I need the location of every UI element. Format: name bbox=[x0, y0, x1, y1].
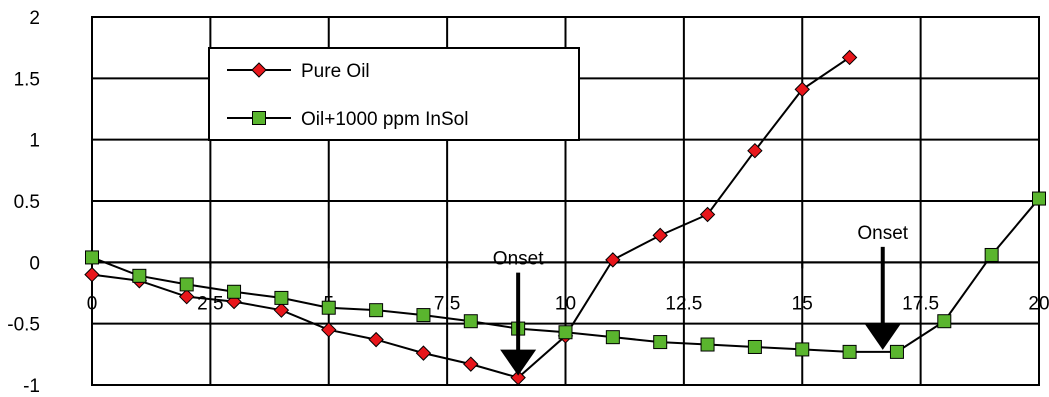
y-tick-label: 0 bbox=[29, 253, 40, 274]
data-point-square bbox=[937, 314, 952, 329]
y-tick-label: 1 bbox=[29, 131, 40, 152]
legend-label: Oil+1000 ppm InSol bbox=[301, 109, 468, 130]
data-point-square bbox=[700, 337, 715, 352]
legend-marker-square bbox=[252, 111, 266, 125]
data-point-diamond bbox=[747, 142, 763, 159]
data-point-square bbox=[274, 290, 289, 305]
x-tick-label: 7.5 bbox=[434, 293, 460, 314]
data-point-diamond bbox=[321, 322, 337, 338]
legend: Pure Oil Oil+1000 ppm InSol bbox=[208, 47, 580, 141]
data-point-square bbox=[558, 325, 573, 340]
data-point-diamond bbox=[605, 252, 621, 268]
data-point-diamond bbox=[368, 331, 384, 348]
x-tick-label: 15 bbox=[792, 293, 813, 314]
data-point-square bbox=[369, 303, 384, 318]
legend-marker-diamond bbox=[251, 62, 267, 78]
annotations: Onset Onset bbox=[493, 223, 909, 376]
data-point-square bbox=[889, 344, 904, 359]
x-tick-label: 2.5 bbox=[197, 293, 223, 314]
series-1 bbox=[85, 191, 1046, 359]
data-point-diamond bbox=[415, 345, 432, 361]
onset-label: Onset bbox=[493, 249, 544, 270]
data-point-square bbox=[227, 284, 242, 299]
y-tick-label: -0.5 bbox=[7, 315, 40, 336]
data-point-diamond bbox=[178, 288, 195, 305]
legend-item: Oil+1000 ppm InSol bbox=[227, 109, 468, 130]
x-axis-baseline bbox=[91, 261, 1040, 269]
data-point-diamond bbox=[699, 206, 716, 223]
data-point-square bbox=[747, 339, 762, 354]
data-point-square bbox=[85, 250, 99, 265]
data-point-square bbox=[179, 277, 194, 292]
data-point-square bbox=[463, 314, 478, 329]
data-point-square bbox=[653, 335, 668, 350]
data-point-square bbox=[842, 344, 857, 359]
data-point-diamond bbox=[84, 266, 100, 283]
data-point-diamond bbox=[273, 302, 290, 318]
data-point-square bbox=[416, 308, 431, 323]
onset-arrow-head bbox=[500, 349, 537, 376]
data-point-square bbox=[132, 268, 147, 283]
y-tick-label: 0.5 bbox=[14, 192, 40, 213]
data-point-diamond bbox=[841, 49, 858, 66]
x-tick-label: 0 bbox=[87, 293, 98, 314]
y-tick-label: -1 bbox=[23, 376, 40, 397]
y-tick-labels: -1 -0.5 0 0.5 1 1.5 2 bbox=[7, 8, 40, 397]
series-0 bbox=[84, 49, 858, 386]
legend-box bbox=[208, 47, 580, 141]
data-point-diamond bbox=[463, 356, 479, 372]
data-point-square bbox=[321, 300, 336, 315]
legend-item: Pure Oil bbox=[227, 61, 370, 82]
x-tick-label: 10 bbox=[555, 293, 576, 314]
legend-label: Pure Oil bbox=[301, 61, 370, 82]
series-layer bbox=[84, 49, 1046, 386]
x-tick-label: 20 bbox=[1028, 293, 1049, 314]
data-point-square bbox=[795, 342, 810, 357]
y-tick-label: 2 bbox=[29, 8, 40, 29]
y-tick-label: 1.5 bbox=[14, 69, 40, 90]
onset-label: Onset bbox=[857, 223, 908, 244]
onset-annotation: Onset bbox=[857, 223, 909, 350]
data-point-square bbox=[605, 330, 620, 345]
data-point-square bbox=[984, 247, 999, 262]
onset-arrow-head bbox=[864, 323, 901, 350]
data-point-square bbox=[1032, 191, 1046, 206]
onset-annotation: Onset bbox=[493, 249, 544, 376]
x-tick-label: 12.5 bbox=[665, 293, 702, 314]
data-point-diamond bbox=[510, 369, 526, 386]
data-point-diamond bbox=[652, 227, 668, 244]
data-point-diamond bbox=[794, 81, 810, 98]
x-tick-label: 17.5 bbox=[902, 293, 939, 314]
